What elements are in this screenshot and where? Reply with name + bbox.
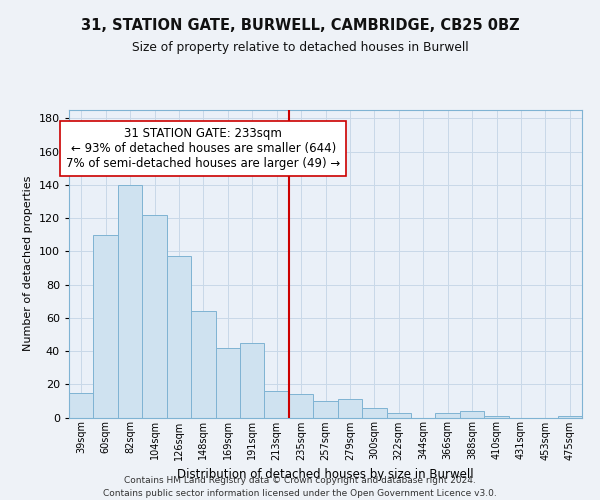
Bar: [142, 214, 167, 418]
Bar: [118, 185, 142, 418]
Bar: [265, 391, 289, 417]
Bar: [240, 342, 265, 417]
Text: Size of property relative to detached houses in Burwell: Size of property relative to detached ho…: [131, 41, 469, 54]
Bar: [313, 401, 338, 417]
Bar: [460, 411, 484, 418]
Bar: [69, 392, 94, 417]
Bar: [289, 394, 313, 417]
Bar: [362, 408, 386, 418]
Y-axis label: Number of detached properties: Number of detached properties: [23, 176, 33, 352]
Bar: [167, 256, 191, 418]
X-axis label: Distribution of detached houses by size in Burwell: Distribution of detached houses by size …: [177, 468, 474, 481]
Bar: [94, 234, 118, 418]
Text: 31, STATION GATE, BURWELL, CAMBRIDGE, CB25 0BZ: 31, STATION GATE, BURWELL, CAMBRIDGE, CB…: [80, 18, 520, 32]
Bar: [338, 399, 362, 417]
Bar: [557, 416, 582, 418]
Text: Contains public sector information licensed under the Open Government Licence v3: Contains public sector information licen…: [103, 489, 497, 498]
Text: 31 STATION GATE: 233sqm
← 93% of detached houses are smaller (644)
7% of semi-de: 31 STATION GATE: 233sqm ← 93% of detache…: [66, 126, 340, 170]
Bar: [484, 416, 509, 418]
Bar: [386, 412, 411, 418]
Bar: [191, 311, 215, 418]
Text: Contains HM Land Registry data © Crown copyright and database right 2024.: Contains HM Land Registry data © Crown c…: [124, 476, 476, 485]
Bar: [215, 348, 240, 418]
Bar: [436, 412, 460, 418]
